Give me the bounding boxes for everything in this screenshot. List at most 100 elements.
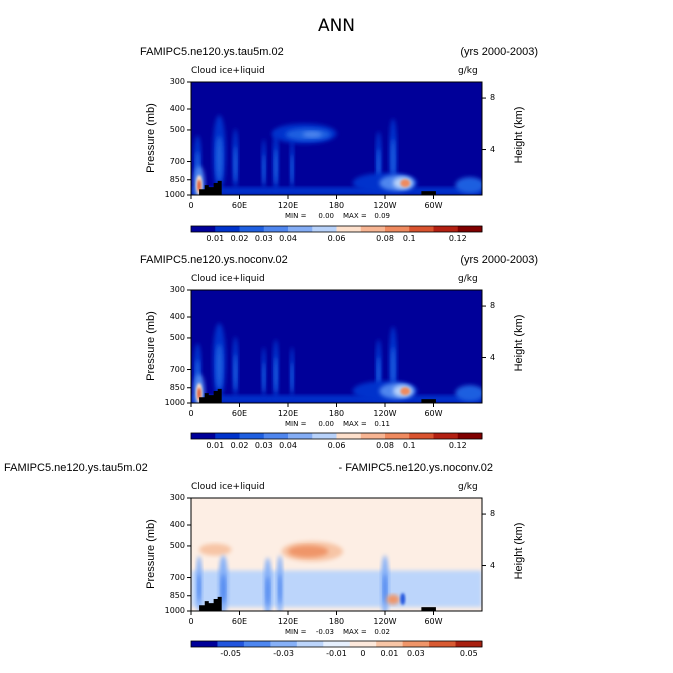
x-tick-label: 180	[328, 409, 345, 418]
panel-bottom	[187, 497, 486, 615]
colorbar-label: -0.05	[220, 649, 242, 658]
colorbar-label: 0.04	[279, 441, 297, 450]
neg-tower-core-0	[197, 573, 201, 602]
x-tick-label: 60W	[424, 201, 443, 210]
y-tick-label: 500	[169, 124, 185, 134]
neg-tower-core-3	[278, 573, 282, 604]
neg-diff-band	[191, 570, 482, 608]
pos-sc	[386, 594, 400, 605]
variable-label: Cloud ice+liquid	[191, 482, 265, 492]
min-value: 0.00	[318, 212, 334, 220]
colorbar-label: 0.05	[459, 649, 478, 658]
neg-tower-core-1	[220, 573, 226, 604]
y-tick-label: 300	[169, 285, 185, 294]
tower-core-5	[290, 154, 294, 185]
x-tick-label: 60W	[424, 617, 443, 626]
colorbar-swatch	[385, 226, 410, 232]
colorbar-swatch	[263, 226, 289, 232]
x-tick-label: 180	[328, 201, 345, 210]
colorbar-frame	[190, 225, 483, 233]
colorbar-swatch	[288, 226, 313, 232]
colorbar-swatch	[323, 641, 351, 647]
panel-top	[187, 81, 486, 199]
max-label: MAX =	[343, 420, 367, 428]
x-tick-label: 60W	[424, 409, 443, 418]
y-right-tick-label: 4	[490, 144, 496, 154]
colorbar-label: 0	[360, 649, 366, 658]
colorbar-label: 0.03	[406, 649, 425, 658]
colorbar-swatch	[296, 641, 324, 647]
colorbar-label: 0.02	[230, 441, 249, 450]
variable-label: Cloud ice+liquid	[191, 66, 265, 76]
contour-field	[191, 323, 482, 403]
colorbar-label: -0.01	[326, 649, 347, 658]
low-cloud-band	[191, 395, 482, 403]
low-cloud-band	[191, 187, 482, 195]
x-tick-label: 60E	[231, 201, 248, 210]
variable-label: Cloud ice+liquid	[191, 274, 265, 284]
colorbar-label: 0.08	[376, 234, 394, 243]
colorbar-label: 0.1	[402, 234, 416, 243]
terrain-south-america	[421, 191, 436, 195]
east-low	[455, 177, 482, 194]
colorbar-label: 0.01	[206, 234, 225, 243]
units-label: g/kg	[458, 66, 478, 76]
y-tick-label: 400	[169, 520, 185, 529]
colorbar-swatch	[402, 641, 430, 647]
colorbar-swatch	[191, 226, 216, 232]
colorbar-swatch	[191, 641, 218, 647]
panel-left-title: FAMIPC5.ne120.ys.tau5m.02	[4, 462, 148, 474]
tower-core-4	[274, 356, 278, 393]
colorbar-swatch	[433, 433, 459, 439]
y-right-tick-label: 8	[490, 509, 496, 519]
colorbar-label: 0.06	[327, 441, 346, 450]
max-value: 0.02	[374, 628, 390, 636]
upper-cloud-core	[302, 131, 322, 138]
y-tick-label: 700	[169, 364, 185, 374]
plot-background	[191, 290, 482, 403]
colorbar-swatch	[263, 433, 289, 439]
tower-core-5	[290, 362, 294, 393]
colorbar-label: -0.03	[273, 649, 294, 658]
colorbar-frame	[190, 640, 483, 648]
neg-sc-core	[400, 593, 406, 606]
colorbar-swatch	[457, 226, 483, 232]
colorbar-label: 0.01	[206, 441, 225, 450]
units-label: g/kg	[458, 274, 478, 284]
max-value: 0.09	[374, 212, 390, 220]
colorbar-swatch	[288, 433, 313, 439]
colorbar-swatch	[312, 226, 337, 232]
min-value: 0.00	[318, 420, 334, 428]
colorbar-swatch	[336, 226, 362, 232]
x-tick-label: 180	[328, 617, 345, 626]
max-value: 0.11	[374, 420, 390, 428]
x-tick-label: 120W	[373, 617, 397, 626]
panel-left-title: FAMIPC5.ne120.ys.tau5m.02	[140, 46, 284, 58]
y-tick-label: 1000	[164, 606, 185, 615]
colorbar	[190, 225, 483, 233]
y-tick-label: 500	[169, 332, 185, 342]
colorbar-swatch	[429, 641, 457, 647]
units-label: g/kg	[458, 482, 478, 492]
y-tick-label: 500	[169, 540, 185, 550]
colorbar-label: 0.02	[230, 234, 249, 243]
x-tick-label: 120W	[373, 409, 397, 418]
colorbar-swatch	[385, 433, 410, 439]
colorbar-swatch	[191, 433, 216, 439]
tower-core-4	[274, 148, 278, 185]
colorbar-swatch	[457, 433, 483, 439]
colorbar-swatch	[239, 226, 265, 232]
colorbar-swatch	[312, 433, 337, 439]
max-west-core	[197, 387, 201, 400]
colorbar-label: 0.04	[279, 234, 297, 243]
x-tick-label: 0	[188, 617, 194, 626]
contour-field	[191, 541, 482, 611]
colorbar-label: 0.01	[380, 649, 399, 658]
neg-tower-core-2	[265, 576, 270, 607]
max-west-core	[197, 179, 201, 192]
colorbar-swatch	[215, 226, 240, 232]
colorbar-label: 0.12	[448, 234, 467, 243]
tower-core-1	[215, 136, 223, 182]
colorbar-swatch	[215, 433, 240, 439]
colorbar-swatch	[239, 433, 265, 439]
